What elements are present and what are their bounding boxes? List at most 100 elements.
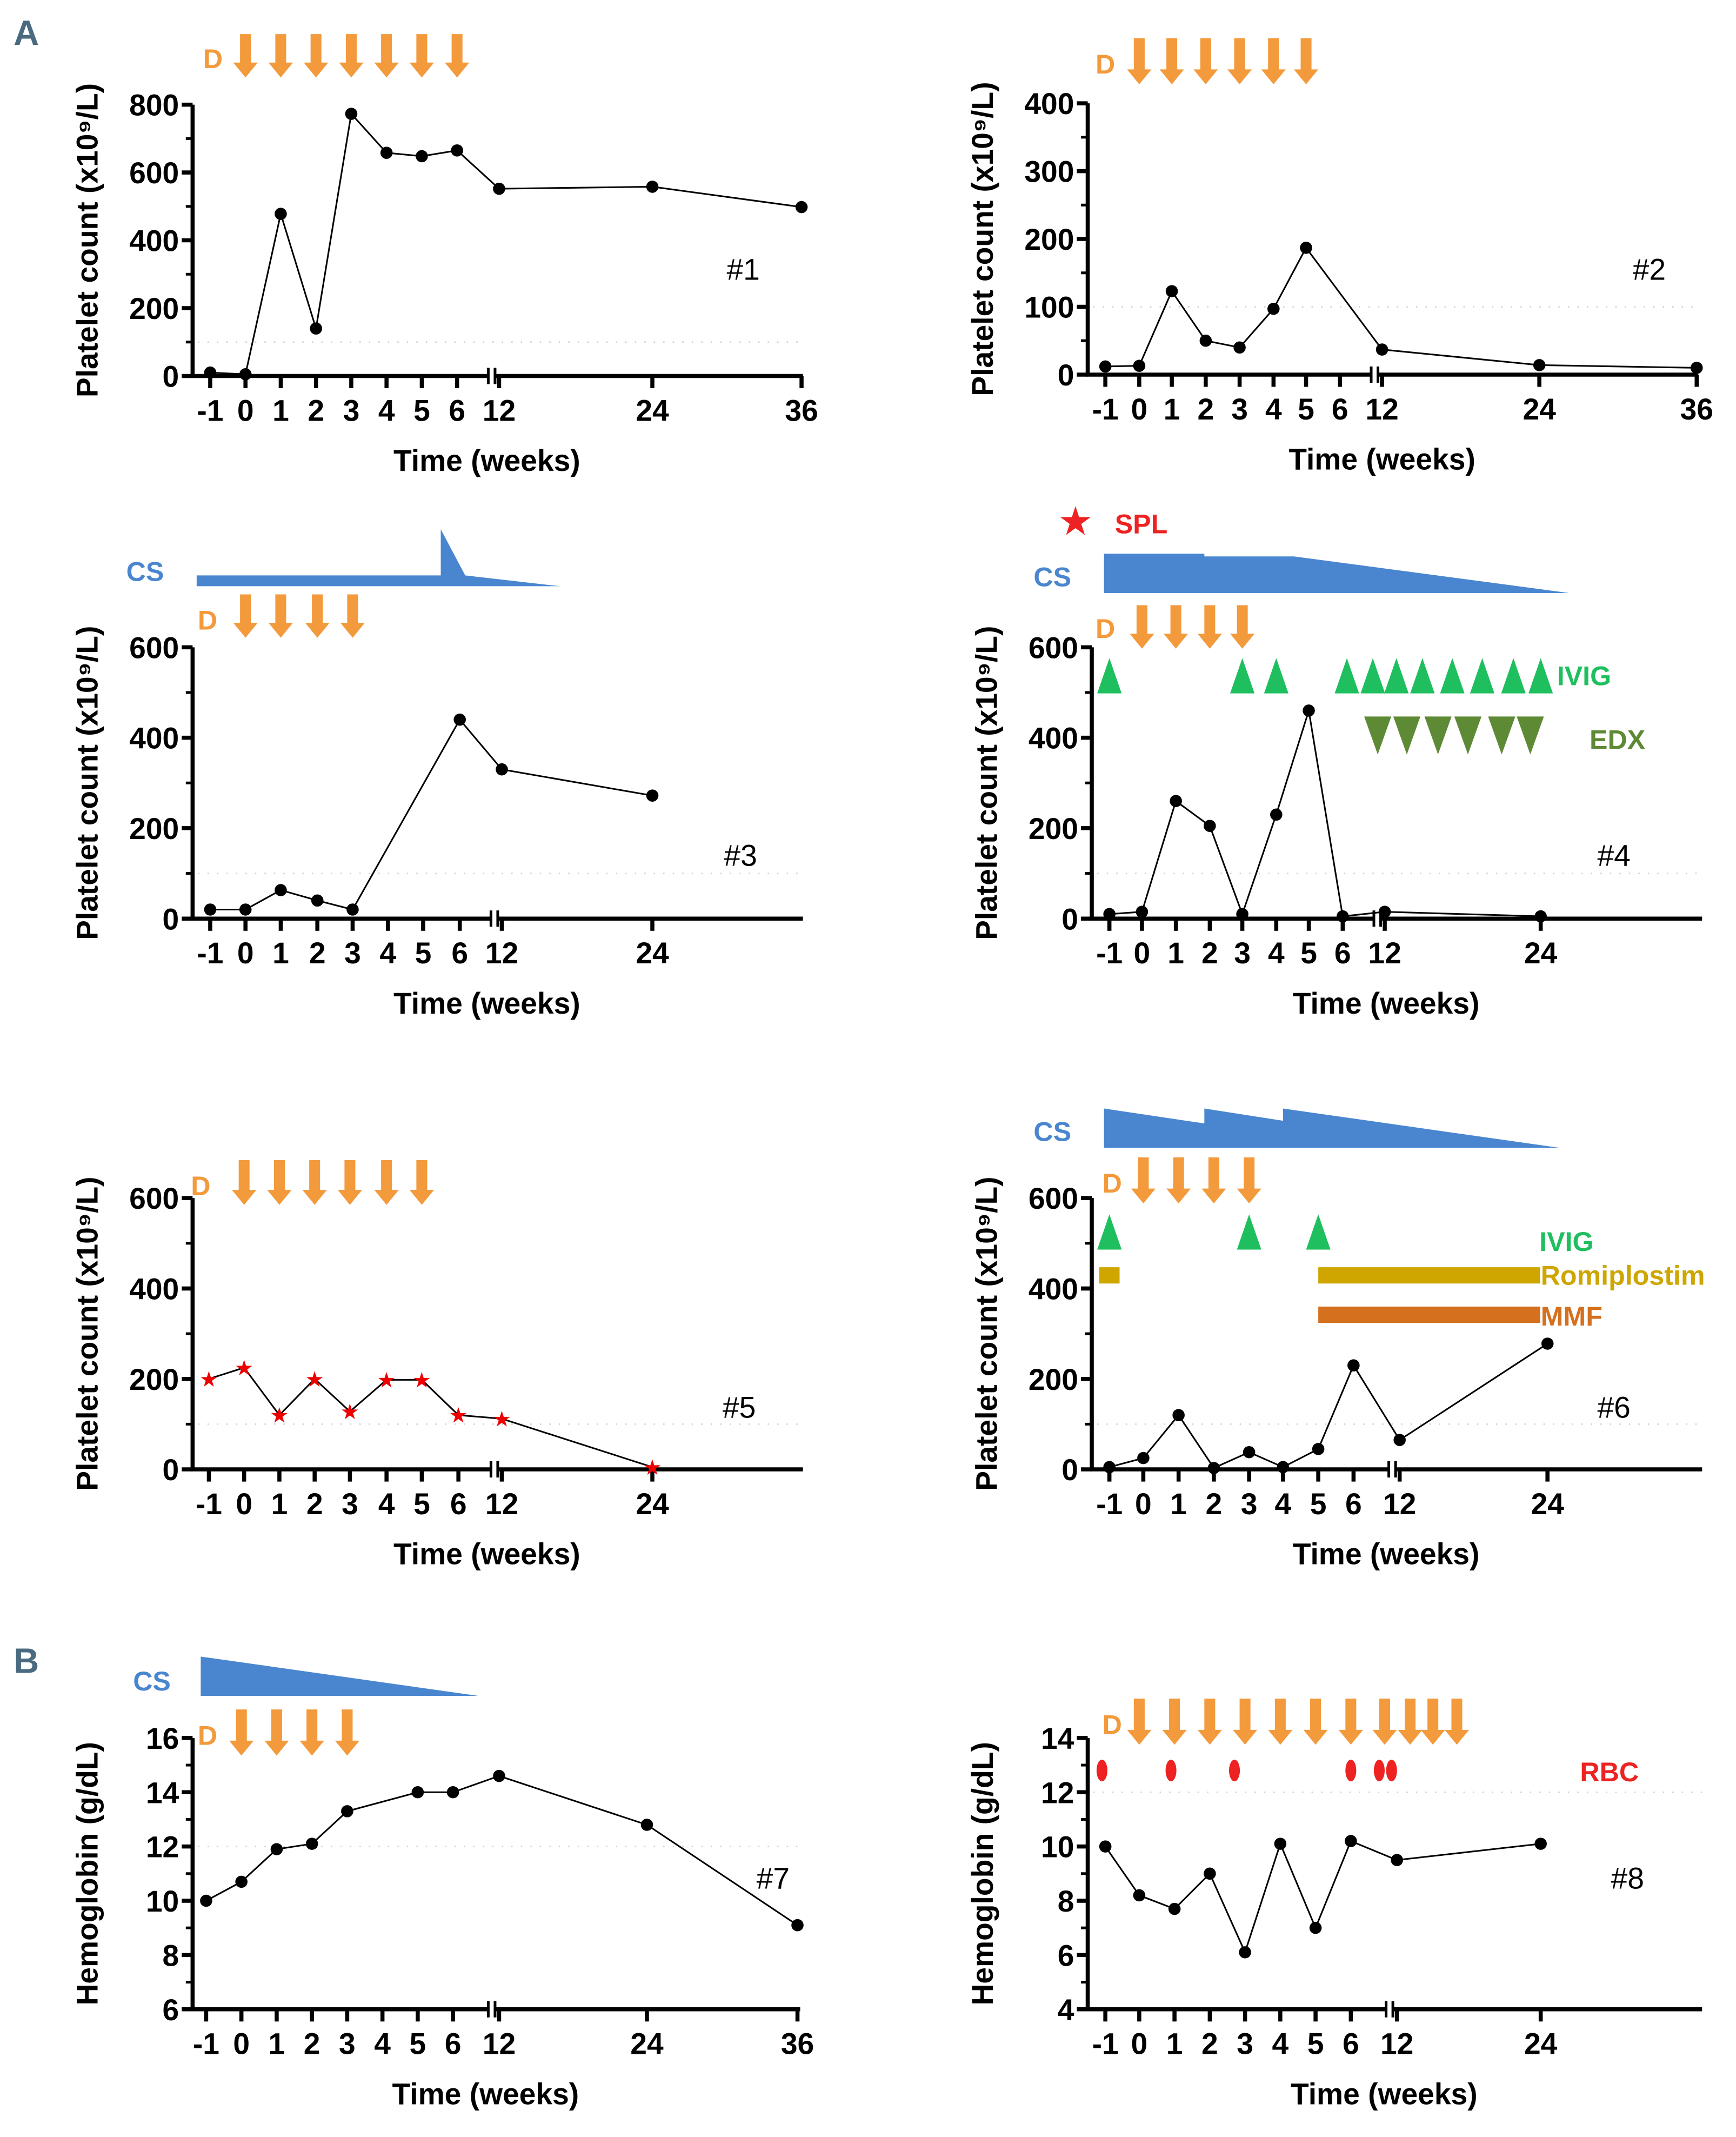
data-point xyxy=(451,144,463,157)
drug-dose-arrow-icon xyxy=(1227,38,1252,84)
x-tick-label: 12 xyxy=(1365,392,1398,426)
x-tick-label: 24 xyxy=(1524,936,1558,970)
x-axis-title: Time (weeks) xyxy=(1288,443,1475,476)
data-point xyxy=(341,1805,353,1818)
spl-label: SPL xyxy=(1115,509,1168,540)
drug-label: D xyxy=(198,1720,217,1750)
x-tick-label: 0 xyxy=(233,2027,250,2061)
data-point xyxy=(239,903,252,916)
data-point xyxy=(1274,1838,1287,1850)
drug-dose-arrow-icon xyxy=(1420,1699,1445,1745)
x-tick-label: 12 xyxy=(1380,2027,1413,2061)
y-tick-label: 200 xyxy=(1029,812,1078,846)
x-tick-label: 12 xyxy=(485,1487,518,1521)
y-axis-title: Platelet count (x10⁹/L) xyxy=(71,83,104,397)
drug-dose-arrow-icon xyxy=(233,594,258,638)
series-line xyxy=(210,112,802,375)
x-tick-label: 2 xyxy=(1201,2027,1218,2061)
x-tick-label: 4 xyxy=(378,394,395,427)
drug-dose-arrow-icon xyxy=(232,1160,257,1205)
x-tick-label: 4 xyxy=(1272,2027,1288,2061)
x-tick-label: 24 xyxy=(1524,2027,1558,2061)
x-tick-label: 3 xyxy=(343,394,360,427)
x-tick-label: 4 xyxy=(374,2027,391,2061)
drug-dose-arrow-icon xyxy=(1372,1699,1397,1745)
cs-label: CS xyxy=(133,1666,171,1696)
drug-dose-arrow-icon xyxy=(1159,38,1184,84)
y-tick-label: 12 xyxy=(146,1830,179,1864)
drug-dose-arrow-icon xyxy=(1127,38,1152,84)
ivig-triangle-icon xyxy=(1440,658,1465,694)
series-line xyxy=(1105,246,1697,369)
x-tick-label: 12 xyxy=(1368,936,1401,970)
data-point xyxy=(1303,704,1315,717)
x-axis-title: Time (weeks) xyxy=(1291,2077,1478,2111)
data-point xyxy=(1309,1921,1322,1934)
data-point xyxy=(200,1894,212,1907)
data-point xyxy=(446,1786,459,1799)
patient-id: #7 xyxy=(757,1861,790,1895)
drug-dose-arrow-icon xyxy=(264,1709,289,1756)
data-point xyxy=(311,894,324,907)
drug-dose-arrow-icon xyxy=(1131,1157,1156,1204)
x-tick-label: 4 xyxy=(378,1487,395,1521)
drug-dose-arrow-icon xyxy=(233,34,258,78)
x-tick-label: 6 xyxy=(450,1487,467,1521)
x-tick-label: 2 xyxy=(309,936,326,970)
x-tick-label: 12 xyxy=(483,394,516,427)
y-tick-label: 600 xyxy=(1029,631,1078,664)
mmf-bar xyxy=(1318,1306,1540,1323)
y-tick-label: 0 xyxy=(1058,358,1074,392)
series-line xyxy=(1109,710,1541,917)
data-point xyxy=(1207,1462,1220,1474)
data-point xyxy=(1170,795,1182,808)
data-point xyxy=(1103,908,1116,921)
drug-dose-arrow-icon xyxy=(268,594,293,638)
rbc-transfusion-icon xyxy=(1345,1760,1357,1782)
x-tick-label: 24 xyxy=(636,1487,669,1521)
y-tick-label: 400 xyxy=(1029,722,1078,755)
x-tick-label: 1 xyxy=(272,936,289,970)
y-axis-title: Platelet count (x10⁹/L) xyxy=(970,1176,1003,1490)
x-tick-label: 6 xyxy=(1332,392,1348,426)
x-tick-label: 1 xyxy=(1164,392,1180,426)
cs-label: CS xyxy=(1033,562,1071,592)
data-point xyxy=(1204,1867,1216,1880)
x-tick-label: 0 xyxy=(237,936,254,970)
data-point xyxy=(1347,1359,1360,1372)
drug-dose-arrow-icon xyxy=(229,1709,254,1756)
x-tick-label: 2 xyxy=(1206,1487,1223,1521)
x-tick-label: 6 xyxy=(1343,2027,1359,2061)
x-tick-label: 5 xyxy=(413,394,430,427)
x-tick-label: -1 xyxy=(197,936,223,970)
x-axis-title: Time (weeks) xyxy=(393,1537,580,1571)
drug-dose-arrow-icon xyxy=(305,594,330,638)
x-tick-label: 6 xyxy=(451,936,468,970)
y-tick-label: 14 xyxy=(1041,1722,1074,1755)
x-tick-label: 6 xyxy=(445,2027,462,2061)
drug-dose-arrow-icon xyxy=(339,34,364,78)
rbc-transfusion-icon xyxy=(1165,1760,1177,1782)
y-tick-label: 0 xyxy=(163,360,179,394)
drug-dose-arrow-icon xyxy=(1193,38,1218,84)
x-tick-label: 6 xyxy=(1345,1487,1362,1521)
data-point xyxy=(1099,360,1112,373)
x-tick-label: 3 xyxy=(1234,936,1251,970)
y-tick-label: 200 xyxy=(129,812,179,846)
data-point xyxy=(1168,1902,1181,1915)
x-tick-label: 3 xyxy=(1231,392,1248,426)
x-tick-label: 1 xyxy=(1170,1487,1187,1521)
x-tick-label: 36 xyxy=(785,394,818,427)
edx-triangle-down-icon xyxy=(1393,716,1421,755)
data-point xyxy=(204,366,217,379)
ivig-triangle-icon xyxy=(1360,658,1385,694)
y-axis-title: Hemoglobin (g/dL) xyxy=(71,1742,104,2005)
x-tick-label: 2 xyxy=(304,2027,321,2061)
y-tick-label: 6 xyxy=(163,1993,179,2027)
y-tick-label: 200 xyxy=(129,1363,179,1396)
drug-dose-arrow-icon xyxy=(1166,1157,1191,1204)
